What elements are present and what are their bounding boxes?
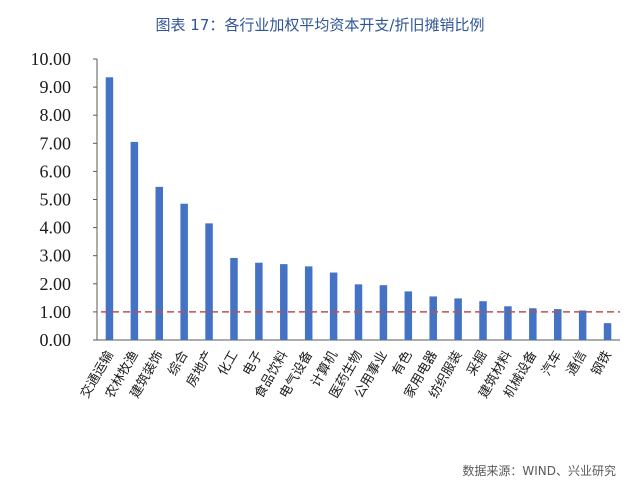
x-category-label: 汽车 — [538, 348, 565, 379]
chart-title: 图表 17：各行业加权平均资本开支/折旧摊销比例 — [155, 16, 485, 34]
bar — [329, 272, 338, 340]
y-tick-label: 1.00 — [40, 302, 72, 322]
bar — [454, 298, 462, 340]
bars — [105, 77, 612, 341]
bar — [479, 301, 487, 340]
y-tick-label: 7.00 — [40, 133, 72, 153]
y-tick-label: 10.00 — [31, 49, 72, 69]
x-category-label: 有色 — [389, 348, 416, 379]
bar — [105, 77, 114, 341]
bar — [205, 223, 213, 340]
x-category-label: 通信 — [564, 349, 590, 379]
y-axis-ticks: 0.00 1.00 2.00 3.00 4.00 5.00 6.00 7.00 8.00 9.00… — [31, 49, 97, 350]
bar — [280, 264, 288, 340]
y-tick-label: 4.00 — [40, 218, 72, 238]
bar — [553, 309, 562, 340]
y-tick-label: 6.00 — [40, 161, 72, 181]
bar — [379, 285, 388, 340]
bar — [155, 186, 164, 340]
bar — [603, 323, 612, 340]
x-category-label: 钢铁 — [589, 349, 615, 379]
y-tick-label: 0.00 — [40, 330, 72, 350]
bar — [304, 266, 313, 340]
source-note: 数据来源：WIND、兴业研究 — [462, 464, 616, 478]
bar — [578, 310, 587, 340]
bar — [504, 306, 512, 340]
y-tick-label: 9.00 — [40, 77, 72, 97]
bar — [404, 291, 413, 340]
y-tick-label: 8.00 — [40, 105, 72, 125]
bar — [130, 141, 139, 340]
y-tick-label: 2.00 — [40, 274, 72, 294]
bar — [180, 203, 188, 340]
y-tick-label: 5.00 — [40, 190, 72, 210]
bar — [230, 257, 238, 340]
bar — [529, 308, 537, 340]
x-category-label: 化工 — [215, 349, 241, 379]
x-axis-categories: 交通运输农林牧渔建筑装饰综合房地产化工电子食品饮料电气设备计算机医药生物公用事业… — [77, 348, 615, 401]
y-tick-label: 3.00 — [40, 246, 72, 266]
bar — [429, 296, 437, 340]
bar — [255, 262, 263, 340]
